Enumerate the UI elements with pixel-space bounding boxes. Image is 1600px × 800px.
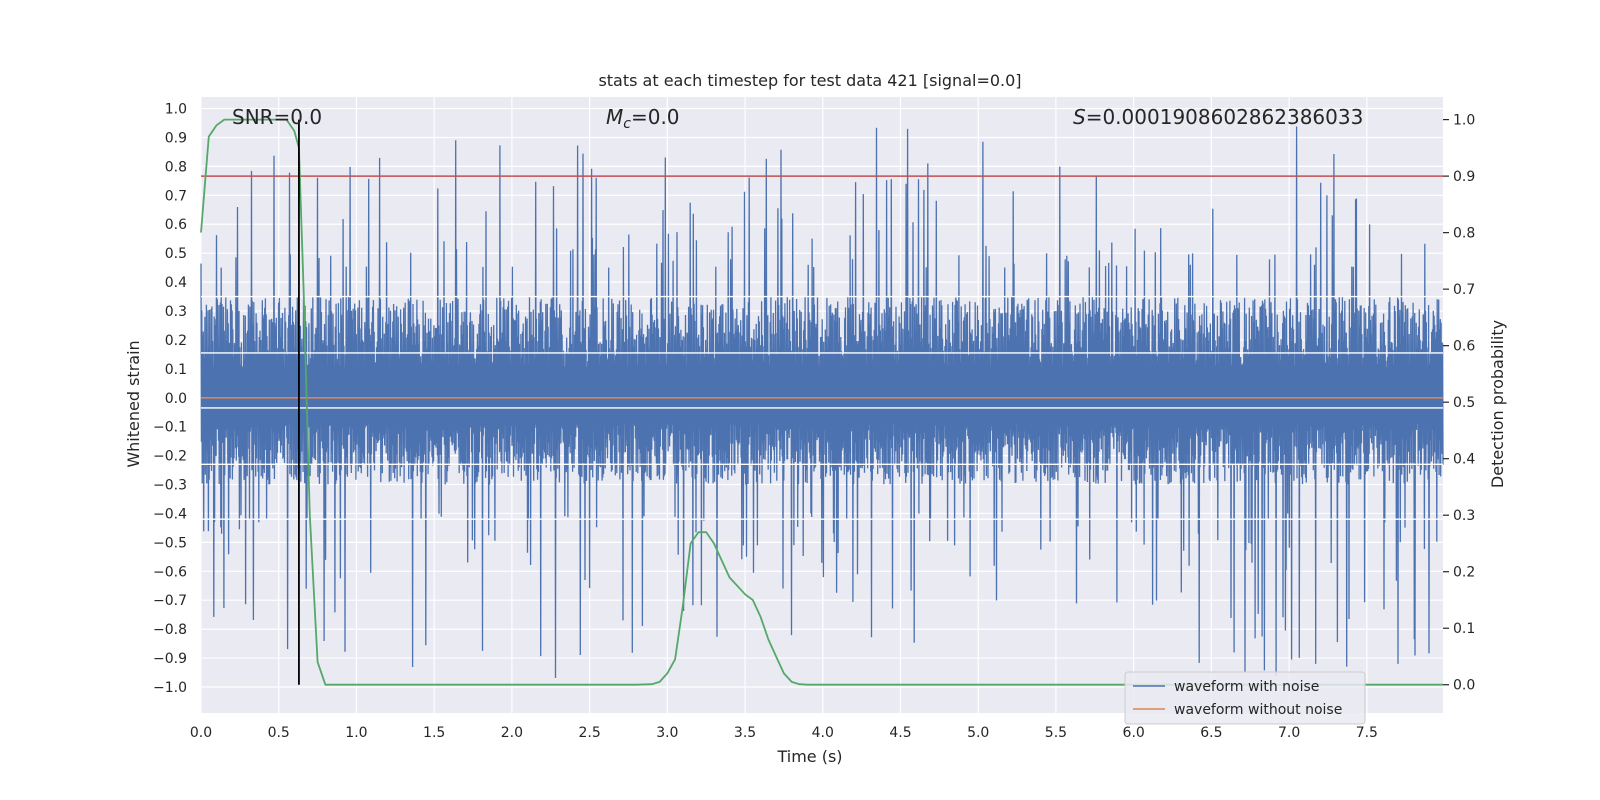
y-left-tick-label: −0.1 [153, 420, 187, 436]
y-axis-left-ticks: −1.0 −0.9 −0.8 −0.7 −0.6 −0.5 −0.4 −0.3 −0.2 −0.1… [153, 102, 187, 696]
y-right-tick-label: 0.2 [1453, 565, 1475, 581]
x-tick-label: 5.5 [1045, 725, 1067, 741]
series-waveform-with-noise [200, 126, 1444, 679]
x-tick-label: 2.5 [578, 725, 600, 741]
x-tick-label: 0.5 [268, 725, 290, 741]
y-left-tick-label: 0.2 [165, 333, 187, 349]
y-left-tick-label: −1.0 [153, 680, 187, 696]
y-right-tick-label: 0.9 [1453, 169, 1475, 185]
y-left-tick-label: −0.9 [153, 651, 187, 667]
x-axis-ticks: 0.0 0.5 1.0 1.5 2.0 2.5 3.0 3.5 4.0 4.5 5.0 5.5 6.0 6… [190, 725, 1378, 741]
x-tick-label: 7.5 [1356, 725, 1378, 741]
y-left-tick-label: 0.0 [165, 391, 187, 407]
x-tick-label: 4.0 [812, 725, 834, 741]
y-left-tick-label: −0.8 [153, 622, 187, 638]
y-left-tick-label: 0.5 [165, 246, 187, 262]
legend-entry-clean: waveform without noise [1174, 702, 1342, 718]
y-right-tick-label: 0.1 [1453, 621, 1475, 637]
y-left-tick-label: 0.6 [165, 217, 187, 233]
chirp-mass-value: =0.0 [631, 105, 680, 129]
y-right-tick-label: 0.6 [1453, 339, 1475, 355]
y-right-tick-label: 1.0 [1453, 113, 1475, 129]
legend: waveform with noise waveform without noi… [1124, 671, 1366, 725]
y-axis-right-label: Detection probability [1488, 320, 1507, 488]
y-left-tick-label: −0.4 [153, 506, 187, 522]
y-left-tick-label: 0.8 [165, 159, 187, 175]
x-tick-label: 6.0 [1123, 725, 1145, 741]
x-tick-label: 3.0 [656, 725, 678, 741]
y-right-tick-label: 0.0 [1453, 678, 1475, 694]
y-left-tick-label: 0.3 [165, 304, 187, 320]
y-right-tick-label: 0.4 [1453, 452, 1475, 468]
x-tick-label: 1.5 [423, 725, 445, 741]
y-left-tick-label: 0.9 [165, 130, 187, 146]
s-symbol: S [1073, 105, 1086, 129]
x-tick-label: 1.0 [345, 725, 367, 741]
y-left-tick-label: −0.3 [153, 478, 187, 494]
series-layer [200, 118, 1444, 686]
chirp-mass-symbol: M [606, 105, 623, 129]
series-detection-probability [200, 118, 1443, 686]
y-left-tick-label: −0.2 [153, 449, 187, 465]
s-value: =0.0001908602862386033 [1086, 105, 1364, 129]
plot-area [200, 97, 1444, 713]
y-left-tick-label: 0.1 [165, 362, 187, 378]
y-axis-left-label: Whitened strain [124, 340, 143, 467]
chirp-mass-annotation: Mc=0.0 [606, 105, 680, 132]
x-axis-label: Time (s) [776, 747, 842, 766]
chart-title: stats at each timestep for test data 421… [598, 71, 1021, 90]
x-tick-label: 7.0 [1278, 725, 1300, 741]
y-left-tick-label: 0.7 [165, 188, 187, 204]
y-left-tick-label: 0.4 [165, 275, 187, 291]
y-right-tick-label: 0.5 [1453, 395, 1475, 411]
chirp-mass-subscript: c [623, 116, 631, 132]
x-tick-label: 3.5 [734, 725, 756, 741]
y-right-tick-label: 0.7 [1453, 282, 1475, 298]
x-tick-label: 2.0 [501, 725, 523, 741]
snr-annotation: SNR=0.0 [232, 105, 322, 129]
legend-frame [1124, 671, 1366, 725]
x-tick-label: 0.0 [190, 725, 212, 741]
y-left-tick-label: 1.0 [165, 102, 187, 118]
y-left-tick-label: −0.6 [153, 564, 187, 580]
legend-entry-noise: waveform with noise [1174, 679, 1319, 695]
y-left-tick-label: −0.5 [153, 535, 187, 551]
s-statistic-annotation: S=0.0001908602862386033 [1073, 105, 1363, 129]
y-right-tick-label: 0.3 [1453, 508, 1475, 524]
y-left-tick-label: −0.7 [153, 593, 187, 609]
x-tick-label: 6.5 [1200, 725, 1222, 741]
x-tick-label: 5.0 [967, 725, 989, 741]
x-tick-label: 4.5 [889, 725, 911, 741]
y-axis-right-ticks: 0.0 0.1 0.2 0.3 0.4 0.5 0.6 0.7 0.8 0.9 1.0 [1443, 113, 1475, 694]
y-right-tick-label: 0.8 [1453, 226, 1475, 242]
